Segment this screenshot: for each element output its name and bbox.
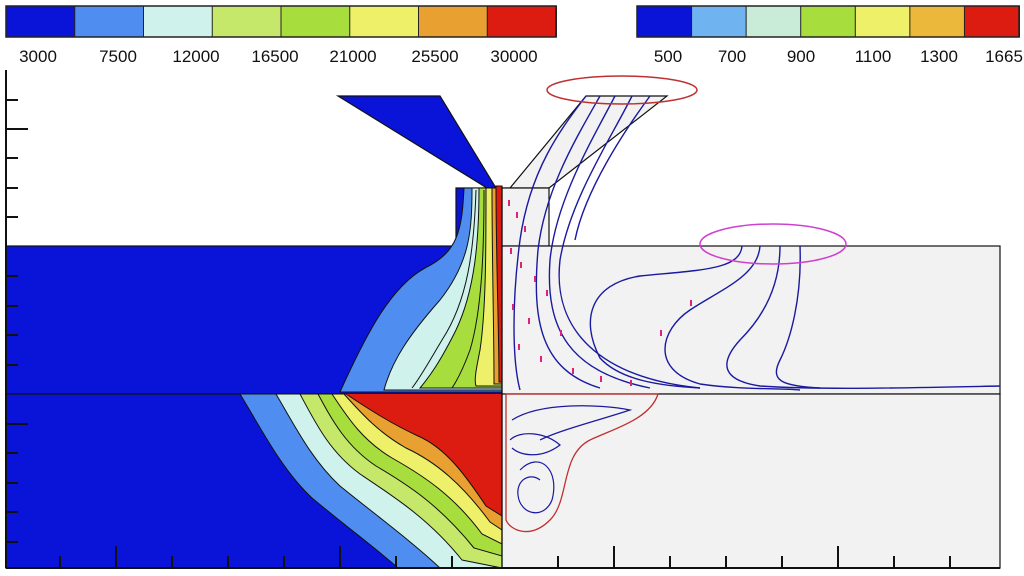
vector-dot-14: [600, 376, 602, 382]
bottom-band-red-core: [346, 394, 502, 512]
vortex-loop-1: [517, 461, 555, 514]
right-colorbar-label-2: 900: [787, 47, 815, 66]
vector-dot-17: [690, 300, 692, 306]
streamline-5: [574, 95, 651, 241]
inlet-highlight-ellipse: [546, 75, 698, 105]
bottom-axis: [6, 546, 1000, 569]
left-colorbar-swatch-5: [349, 5, 420, 38]
right-colorbar-swatch-6: [963, 5, 1020, 38]
recirculation-zone: [505, 393, 659, 533]
side-streamline-3: [726, 245, 1001, 390]
vector-dot-2: [516, 212, 518, 218]
vortex-loop-3: [509, 433, 561, 456]
left-colorbar-swatch-1: [74, 5, 145, 38]
right-colorbar-swatch-5: [909, 5, 966, 38]
vector-dot-16: [660, 330, 662, 336]
left-colorbar-label-0: 3000: [19, 47, 57, 66]
vector-dot-3: [524, 226, 526, 232]
vortex-loop-2: [511, 405, 633, 441]
right-nozzle-tube: [501, 187, 550, 247]
vector-dot-12: [540, 356, 542, 362]
right-middle-layer: [501, 245, 1001, 395]
left-colorbar-swatch-4: [280, 5, 351, 38]
vector-dot-5: [520, 262, 522, 268]
side-streamline-2: [664, 245, 801, 391]
right-colorbar-label-4: 1300: [920, 47, 958, 66]
right-flow-field: [501, 75, 1001, 569]
nozzle-contour: [335, 95, 498, 189]
left-colorbar-label-2: 12000: [172, 47, 219, 66]
right-colorbar-swatch-2: [745, 5, 802, 38]
vector-dot-1: [508, 200, 510, 206]
left-colorbar-swatch-2: [143, 5, 214, 38]
side-streamlines: [589, 245, 1001, 391]
right-colorbar-label-3: 1100: [855, 47, 892, 66]
side-streamline-4: [775, 245, 821, 389]
vector-dot-8: [512, 304, 514, 310]
vector-dot-11: [518, 344, 520, 350]
streamline-4: [558, 95, 701, 389]
left-colorbar-label-1: 7500: [99, 47, 137, 66]
right-colorbar-label-0: 500: [654, 47, 682, 66]
vector-dot-7: [546, 290, 548, 296]
streamline-3: [548, 95, 651, 389]
right-colorbar-swatch-4: [854, 5, 911, 38]
left-colorbar-swatch-3: [211, 5, 282, 38]
vector-dot-13: [572, 368, 574, 374]
velocity-vectors: [508, 200, 692, 386]
jet-band-red: [495, 185, 503, 383]
side-inlet-highlight-ellipse: [699, 223, 847, 265]
inlet-streamlines: [513, 95, 701, 391]
vector-dot-9: [528, 318, 530, 324]
left-colorbar-label-6: 30000: [490, 47, 537, 66]
left-colorbar-label-5: 25500: [411, 47, 458, 66]
vector-dot-15: [630, 380, 632, 386]
left-colorbar: 3000 7500 12000 16500 21000 25500 30000: [5, 5, 557, 66]
right-colorbar-frame: [636, 5, 1020, 38]
melt-boundary: [505, 393, 659, 533]
left-colorbar-swatch-6: [418, 5, 489, 38]
left-axis: [5, 70, 28, 568]
jet-contour-line-1: [411, 189, 477, 389]
vector-dot-6: [534, 276, 536, 282]
streamline-1: [513, 95, 587, 391]
right-colorbar-swatch-3: [800, 5, 857, 38]
jet-contour-line-2: [451, 189, 485, 389]
right-colorbar: 500 700 900 1100 1300 1665: [636, 5, 1023, 66]
right-colorbar-label-5: 1665: [985, 47, 1023, 66]
right-colorbar-swatch-0: [636, 5, 693, 38]
vector-dot-4: [510, 248, 512, 254]
left-colorbar-frame: [5, 5, 557, 38]
right-bottom-layer: [501, 393, 1001, 569]
left-colorbar-label-3: 16500: [251, 47, 298, 66]
side-streamline-1: [589, 245, 743, 389]
right-colorbar-swatch-1: [691, 5, 748, 38]
right-nozzle-outline: [502, 95, 669, 189]
vector-dot-10: [560, 330, 562, 336]
left-contour-field: [5, 95, 503, 569]
streamline-2: [535, 95, 601, 389]
left-colorbar-swatch-7: [486, 5, 557, 38]
left-colorbar-swatch-0: [5, 5, 76, 38]
right-colorbar-label-1: 700: [718, 47, 746, 66]
left-colorbar-label-4: 21000: [329, 47, 376, 66]
